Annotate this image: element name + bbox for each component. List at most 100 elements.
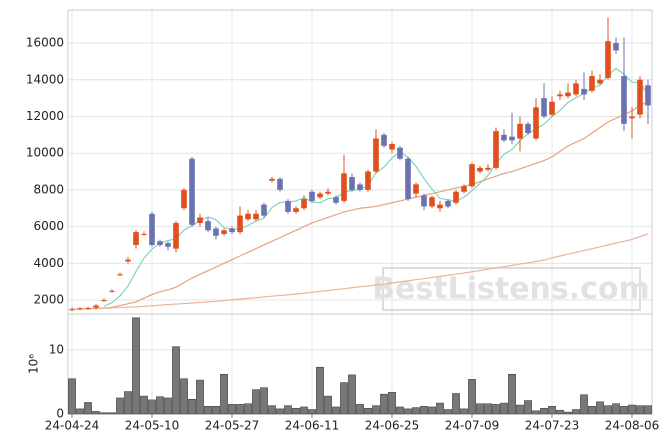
volume-bar [580,394,588,415]
volume-bar [284,405,292,415]
volume-bar [108,412,116,415]
candle-body [213,228,219,236]
x-tick-label: 24-07-09 [445,419,499,433]
candle-body [101,300,107,302]
volume-bar [380,393,388,415]
candle-body [365,171,371,190]
volume-bar [260,387,268,415]
candle-body [453,191,459,203]
volume-bar [524,400,532,415]
volume-bar [316,366,324,415]
volume-bar [420,406,428,415]
candle-body [629,116,635,119]
candle-body [637,79,643,115]
candle-body [285,200,291,212]
volume-bar [372,405,380,415]
volume-bar [300,406,308,415]
volume-bar [492,404,500,415]
candle-body [149,213,155,245]
plot-frame [67,9,653,415]
volume-bar [172,346,180,415]
candle-body [517,123,523,139]
candle-body [181,189,187,209]
volume-bar [212,406,220,415]
candle-body [613,43,619,51]
candle-body [341,173,347,201]
candle-body [549,101,555,115]
x-tick-label: 24-05-10 [125,419,179,433]
candle-body [541,98,547,117]
volume-bar [572,409,580,415]
candle-body [77,308,83,310]
volume-bar [244,403,252,415]
candle-body [589,76,595,91]
volume-bar [436,402,444,415]
candle-body [621,76,627,124]
volume-bar [540,407,548,415]
volume-bar [364,407,372,415]
volume-bar [292,407,300,415]
volume-bar [332,406,340,415]
volume-bar [276,408,284,415]
volume-bar [604,405,612,415]
volume-bar [132,317,140,415]
volume-bar [124,391,132,415]
volume-bar [100,412,108,415]
y-tick-label: 8000 [33,182,64,196]
candle-body [133,232,139,245]
candle-body [493,131,499,168]
candle-body [261,204,267,216]
candle-body [301,199,307,209]
volume-bar [404,408,412,415]
volume-bar [428,406,436,415]
candle-body [645,85,651,106]
x-tick-label: 24-06-11 [285,419,339,433]
volume-bar [236,404,244,415]
volume-bar [468,379,476,415]
volume-bar [220,374,228,415]
volume-bar [356,404,364,415]
candle-body [581,88,587,95]
y-tick-label: 4000 [33,256,64,270]
x-tick-label: 24-04-24 [45,419,99,433]
candle-body [173,222,179,249]
x-tick-label: 24-08-06 [605,419,659,433]
candle-body [389,144,395,150]
volume-bar [532,410,540,415]
volume-bar [188,399,196,415]
candle-body [253,213,259,220]
volume-bar [412,407,420,415]
candle-body [397,147,403,159]
volume-bar [620,406,628,415]
candle-body [469,164,475,187]
candle-body [277,178,283,190]
volume-bar [564,411,572,415]
candle-body [357,184,363,190]
candle-body [421,195,427,207]
y-tick-label: 14000 [26,72,64,86]
candle-body [325,191,331,194]
candle-body [557,94,563,97]
y-tick-label: 10 [49,342,64,356]
volume-bar [228,404,236,415]
volume-bar [204,406,212,415]
volume-bar [484,403,492,415]
candle-body [109,290,115,292]
volume-bar [84,402,92,415]
candle-body [125,259,131,262]
volume-bar [156,396,164,415]
candle-body [573,83,579,95]
volume-bar [68,378,76,415]
candle-body [333,197,339,203]
x-tick-label: 24-05-27 [205,419,259,433]
candle-body [157,241,163,245]
volume-bar [452,393,460,415]
candle-body [93,305,99,308]
candle-body [293,208,299,212]
volume-bar [596,401,604,415]
volume-bar [628,404,636,415]
candle-body [349,177,355,190]
volume-bar [444,409,452,415]
candle-body [525,123,531,133]
